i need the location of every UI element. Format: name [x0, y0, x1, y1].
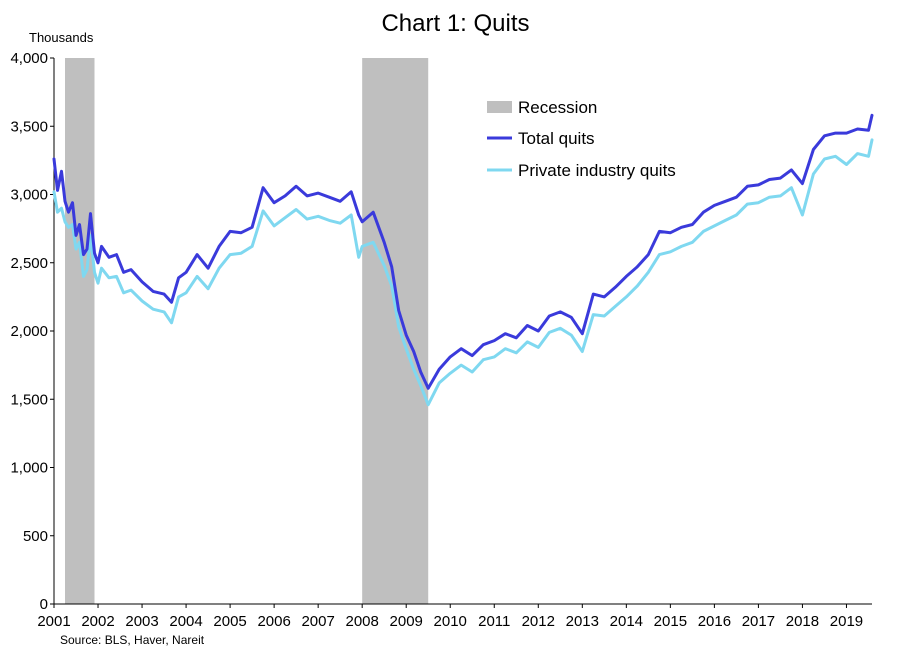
y-axis-units-label: Thousands	[29, 30, 94, 45]
legend: Recession Total quits Private industry q…	[487, 98, 676, 180]
series-line-private-industry-quits	[52, 138, 874, 407]
x-tick-label: 2019	[830, 613, 863, 630]
recession-band-0	[65, 58, 95, 604]
x-tick-label: 2009	[390, 613, 423, 630]
x-tick-label: 2002	[81, 613, 114, 630]
x-tick-label: 2018	[786, 613, 819, 630]
legend-label-total-quits: Total quits	[518, 129, 595, 148]
y-tick-label: 1,000	[10, 460, 48, 477]
series-line-total-quits	[52, 113, 874, 390]
chart-title: Chart 1: Quits	[381, 10, 530, 37]
y-tick-label: 2,000	[10, 323, 48, 340]
recession-bands	[65, 58, 429, 604]
y-tick-label: 1,500	[10, 391, 48, 408]
x-tick-label: 2007	[301, 613, 334, 630]
x-tick-label: 2014	[610, 613, 643, 630]
series-lines	[52, 113, 874, 407]
legend-swatch-recession	[487, 101, 512, 113]
x-tick-label: 2005	[213, 613, 246, 630]
y-tick-label: 4,000	[10, 50, 48, 67]
x-tick-label: 2006	[257, 613, 290, 630]
x-tick-label: 2017	[742, 613, 775, 630]
axes	[53, 58, 872, 605]
x-tick-label: 2016	[698, 613, 731, 630]
x-tick-label: 2008	[345, 613, 378, 630]
recession-band-1	[362, 58, 429, 604]
y-tick-label: 3,500	[10, 118, 48, 135]
x-tick-label: 2003	[125, 613, 158, 630]
x-tick-label: 2004	[169, 613, 202, 630]
source-note: Source: BLS, Haver, Nareit	[60, 633, 205, 647]
y-tick-label: 500	[23, 528, 48, 545]
x-tick-label: 2013	[566, 613, 599, 630]
x-ticks: 2001 2002 2003 2004 2005 2006 2007 2008 2009 2010…	[37, 604, 863, 630]
x-tick-label: 2012	[522, 613, 555, 630]
legend-label-private-quits: Private industry quits	[518, 161, 676, 180]
x-tick-label: 2001	[37, 613, 70, 630]
legend-label-recession: Recession	[518, 98, 597, 117]
x-tick-label: 2010	[434, 613, 467, 630]
x-tick-label: 2011	[478, 613, 510, 630]
y-ticks: 0 500 1,000 1,500 2,000 2,500 3,000 3,500 4,000	[10, 50, 54, 613]
x-tick-label: 2015	[654, 613, 687, 630]
y-tick-label: 2,500	[10, 255, 48, 272]
y-tick-label: 3,000	[10, 187, 48, 204]
y-tick-label: 0	[40, 596, 48, 613]
